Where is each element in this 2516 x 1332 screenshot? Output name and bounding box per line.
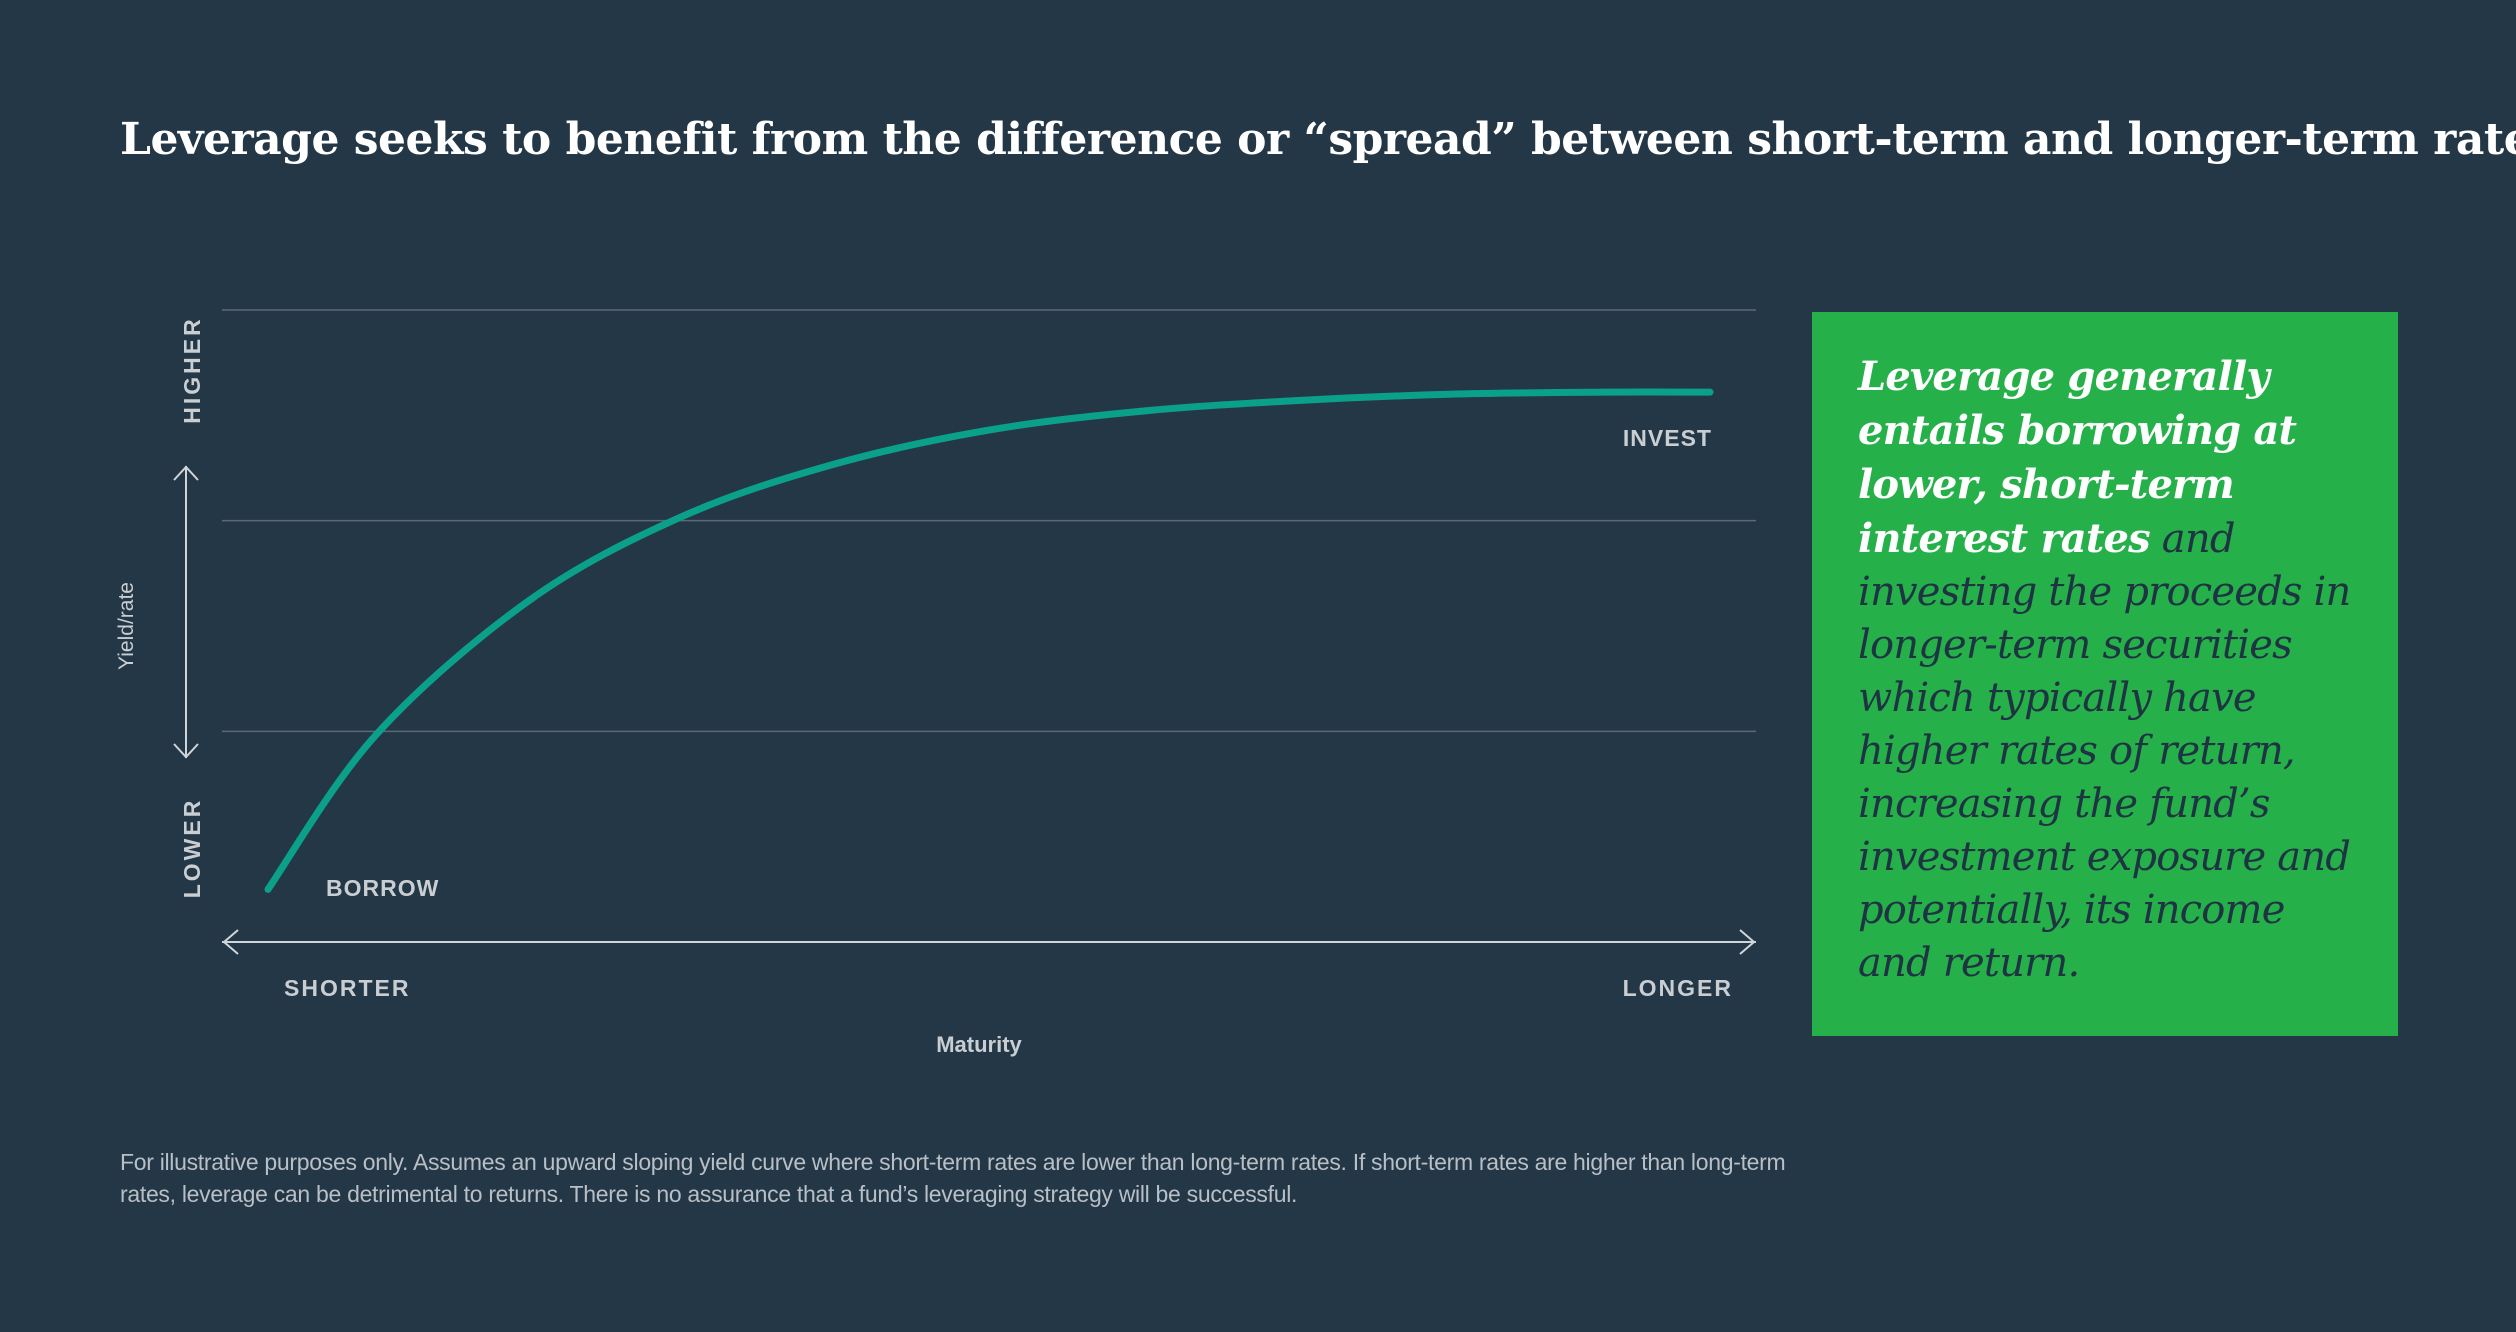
gridlines [222, 309, 1756, 733]
axis-labels: SHORTER LONGER LOWER HIGHER Maturity Yield/ra… [115, 316, 1733, 1057]
y-axis-down-arrow [173, 743, 199, 759]
y-axis-up-arrow [173, 465, 199, 481]
y-axis-title: Yield/rate [115, 582, 138, 670]
annotation-borrow: BORROW [326, 875, 439, 901]
x-tick-label: LONGER [1623, 975, 1733, 1001]
x-axis-right-arrow [1739, 929, 1756, 955]
callout-text: and investing the proceeds in longer-ter… [1858, 516, 2351, 986]
y-tick-label: LOWER [179, 798, 205, 899]
leverage-callout: Leverage generally entails borrowing at … [1812, 312, 2398, 1036]
x-tick-label: SHORTER [284, 975, 410, 1001]
series-layer [264, 388, 1714, 893]
annotation-invest: INVEST [1623, 425, 1712, 451]
yield-curve-line [264, 388, 1714, 893]
y-tick-label: HIGHER [179, 316, 205, 423]
annotations: BORROW INVEST [326, 425, 1712, 901]
callout-bold-text: Leverage generally entails borrowing at … [1858, 353, 2297, 562]
axes [173, 465, 1756, 955]
page-title: Leverage seeks to benefit from the diffe… [120, 114, 2516, 165]
x-axis-title: Maturity [936, 1032, 1022, 1057]
yield-curve-chart: SHORTER LONGER LOWER HIGHER Maturity Yield/ra… [115, 309, 1756, 1057]
x-axis-left-arrow [222, 929, 239, 955]
footnote: For illustrative purposes only. Assumes … [120, 1149, 1786, 1207]
